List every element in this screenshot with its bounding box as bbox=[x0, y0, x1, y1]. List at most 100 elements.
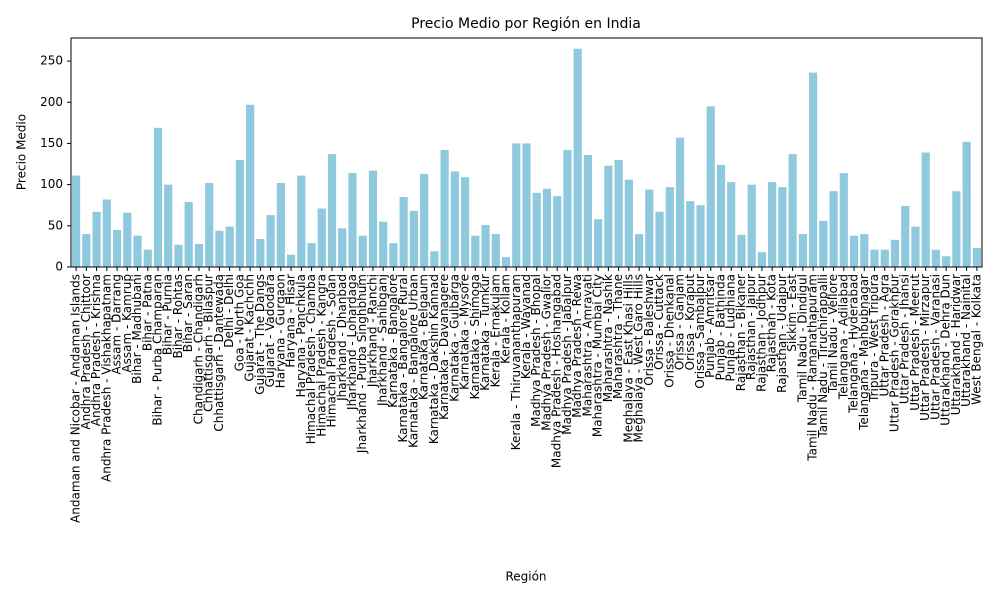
bar bbox=[225, 226, 234, 267]
bar bbox=[143, 249, 152, 267]
x-tick-label: Uttar Pradesh - Gorakhpur bbox=[887, 274, 901, 432]
bar bbox=[297, 175, 306, 267]
bar bbox=[583, 154, 593, 267]
bar bbox=[686, 201, 695, 267]
x-tick-label: Madhya Pradesh - Jabalpur bbox=[560, 274, 574, 435]
bar bbox=[778, 187, 787, 267]
bar bbox=[358, 235, 367, 267]
x-tick-label: Madhya Pradesh - Gwalior bbox=[539, 274, 553, 431]
bar bbox=[112, 229, 122, 267]
bar bbox=[655, 211, 664, 267]
bar bbox=[675, 137, 685, 267]
bar bbox=[747, 184, 756, 267]
bar bbox=[880, 249, 889, 267]
y-tick-label: 250 bbox=[40, 54, 63, 68]
x-tick-label: Chandigarh - Chandigarh bbox=[191, 274, 205, 424]
x-tick-label: Himachal Pradesh - Kangra bbox=[314, 274, 328, 437]
x-tick-label: Uttar Pradesh - Agra bbox=[877, 274, 891, 397]
y-axis-label: Precio Medio bbox=[15, 114, 29, 190]
x-tick-label: Kerala - Wayanad bbox=[519, 274, 533, 379]
bar bbox=[706, 106, 715, 267]
x-tick-label: Chhattisgarh - Bilaspur bbox=[202, 274, 216, 412]
bar bbox=[307, 243, 316, 267]
y-tick-label: 0 bbox=[55, 260, 63, 274]
bar bbox=[338, 228, 347, 267]
x-tick-label: Karnataka - Belgaum bbox=[417, 274, 431, 400]
bar bbox=[246, 104, 255, 267]
bar bbox=[430, 251, 439, 267]
bar bbox=[82, 234, 91, 267]
x-tick-label: Madhya Pradesh - Hoshangabad bbox=[550, 274, 564, 468]
x-tick-label: Punjab - Amritsar bbox=[703, 274, 717, 378]
bar bbox=[389, 243, 398, 267]
y-tick-label: 200 bbox=[40, 95, 63, 109]
bar bbox=[798, 234, 807, 267]
x-tick-label: Rajasthan - Udaipur bbox=[775, 274, 789, 393]
bar bbox=[368, 170, 378, 267]
x-tick-label: Andhra Pradesh - Vishakhapatnam bbox=[99, 274, 113, 482]
x-tick-label: Tripura - West Tripura bbox=[867, 274, 881, 403]
x-tick-label: Bihar - Purba Champaran bbox=[151, 274, 165, 426]
bar bbox=[133, 235, 142, 267]
x-tick-label: Gujarat - The Dangs bbox=[253, 274, 267, 395]
y-tick-label: 50 bbox=[48, 218, 63, 232]
x-tick-label: Meghalaya - West Garo Hills bbox=[632, 274, 646, 443]
x-tick-label: Tamil Nadu - Vellore bbox=[826, 274, 840, 394]
bar bbox=[911, 226, 920, 267]
bar bbox=[512, 143, 521, 267]
x-tick-label: Jharkhand - Ranchi bbox=[365, 274, 379, 388]
x-tick-label: Madhya Pradesh - Bhopal bbox=[529, 274, 543, 427]
x-tick-label: Delhi - Delhi bbox=[222, 274, 236, 348]
bar bbox=[849, 235, 859, 267]
x-tick-label: Karnataka - Shimoga bbox=[468, 274, 482, 399]
bar bbox=[123, 212, 132, 267]
x-tick-label: Tamil Nadu - Tiruchirappalli bbox=[816, 274, 830, 439]
bar bbox=[286, 254, 296, 267]
bar bbox=[194, 243, 204, 267]
x-tick-label: Uttar Pradesh - Jhansi bbox=[898, 274, 912, 404]
x-tick-label: Assam - Kamrup bbox=[120, 274, 134, 373]
x-tick-label: Himachal Pradesh - Solan bbox=[325, 274, 339, 428]
x-tick-label: Gujarat - Vadodara bbox=[263, 274, 277, 387]
bar bbox=[327, 154, 337, 267]
x-tick-label: Orissa - Cuttack bbox=[652, 274, 666, 370]
bar bbox=[809, 72, 818, 267]
x-tick-label: Maharashtra - Thane bbox=[611, 274, 625, 399]
x-tick-label: Orissa - Dhenkanal bbox=[662, 274, 676, 388]
bar bbox=[645, 189, 654, 267]
bar bbox=[348, 173, 357, 267]
bar bbox=[573, 48, 582, 267]
x-tick-label: Orissa - Ganjam bbox=[673, 274, 687, 370]
x-tick-label: Uttarakhand - Haridwar bbox=[949, 274, 963, 415]
bar bbox=[72, 175, 81, 267]
y-tick-label: 150 bbox=[40, 136, 63, 150]
bar bbox=[952, 191, 961, 267]
x-tick-label: Haryana - Panchkula bbox=[294, 274, 308, 397]
x-tick-label: Madhya Pradesh - Rewa bbox=[570, 274, 584, 418]
bar bbox=[901, 206, 910, 267]
bar bbox=[440, 150, 449, 267]
bar bbox=[972, 248, 981, 267]
x-tick-label: Bihar - Saran bbox=[181, 274, 195, 352]
x-tick-label: Punjab - Ludhiana bbox=[724, 274, 738, 381]
bar bbox=[184, 201, 193, 267]
bar bbox=[870, 249, 879, 267]
x-tick-label: Bihar - Patna bbox=[140, 274, 154, 351]
bar bbox=[542, 188, 552, 267]
x-tick-label: Uttar Pradesh - Varanasi bbox=[928, 274, 942, 420]
x-tick-label: Uttar Pradesh - Mirzapur bbox=[918, 274, 932, 421]
x-tick-label: Sikkim - East bbox=[785, 274, 799, 352]
x-tick-label: Karnataka - Gulbarga bbox=[447, 274, 461, 402]
x-tick-label: Goa - North Goa bbox=[232, 274, 246, 371]
x-tick-label: Bihar - Rohtas bbox=[171, 274, 185, 358]
bar bbox=[215, 230, 224, 267]
bar bbox=[481, 224, 490, 267]
x-tick-label: Meghalaya - East Khasi Hills bbox=[621, 274, 635, 443]
bar bbox=[409, 210, 418, 267]
bar bbox=[737, 234, 746, 267]
x-tick-label: Himachal Pradesh - Chamba bbox=[304, 274, 318, 444]
bar bbox=[768, 182, 777, 267]
x-tick-label: Kerala - Kollam bbox=[499, 274, 513, 364]
bar bbox=[727, 182, 736, 267]
